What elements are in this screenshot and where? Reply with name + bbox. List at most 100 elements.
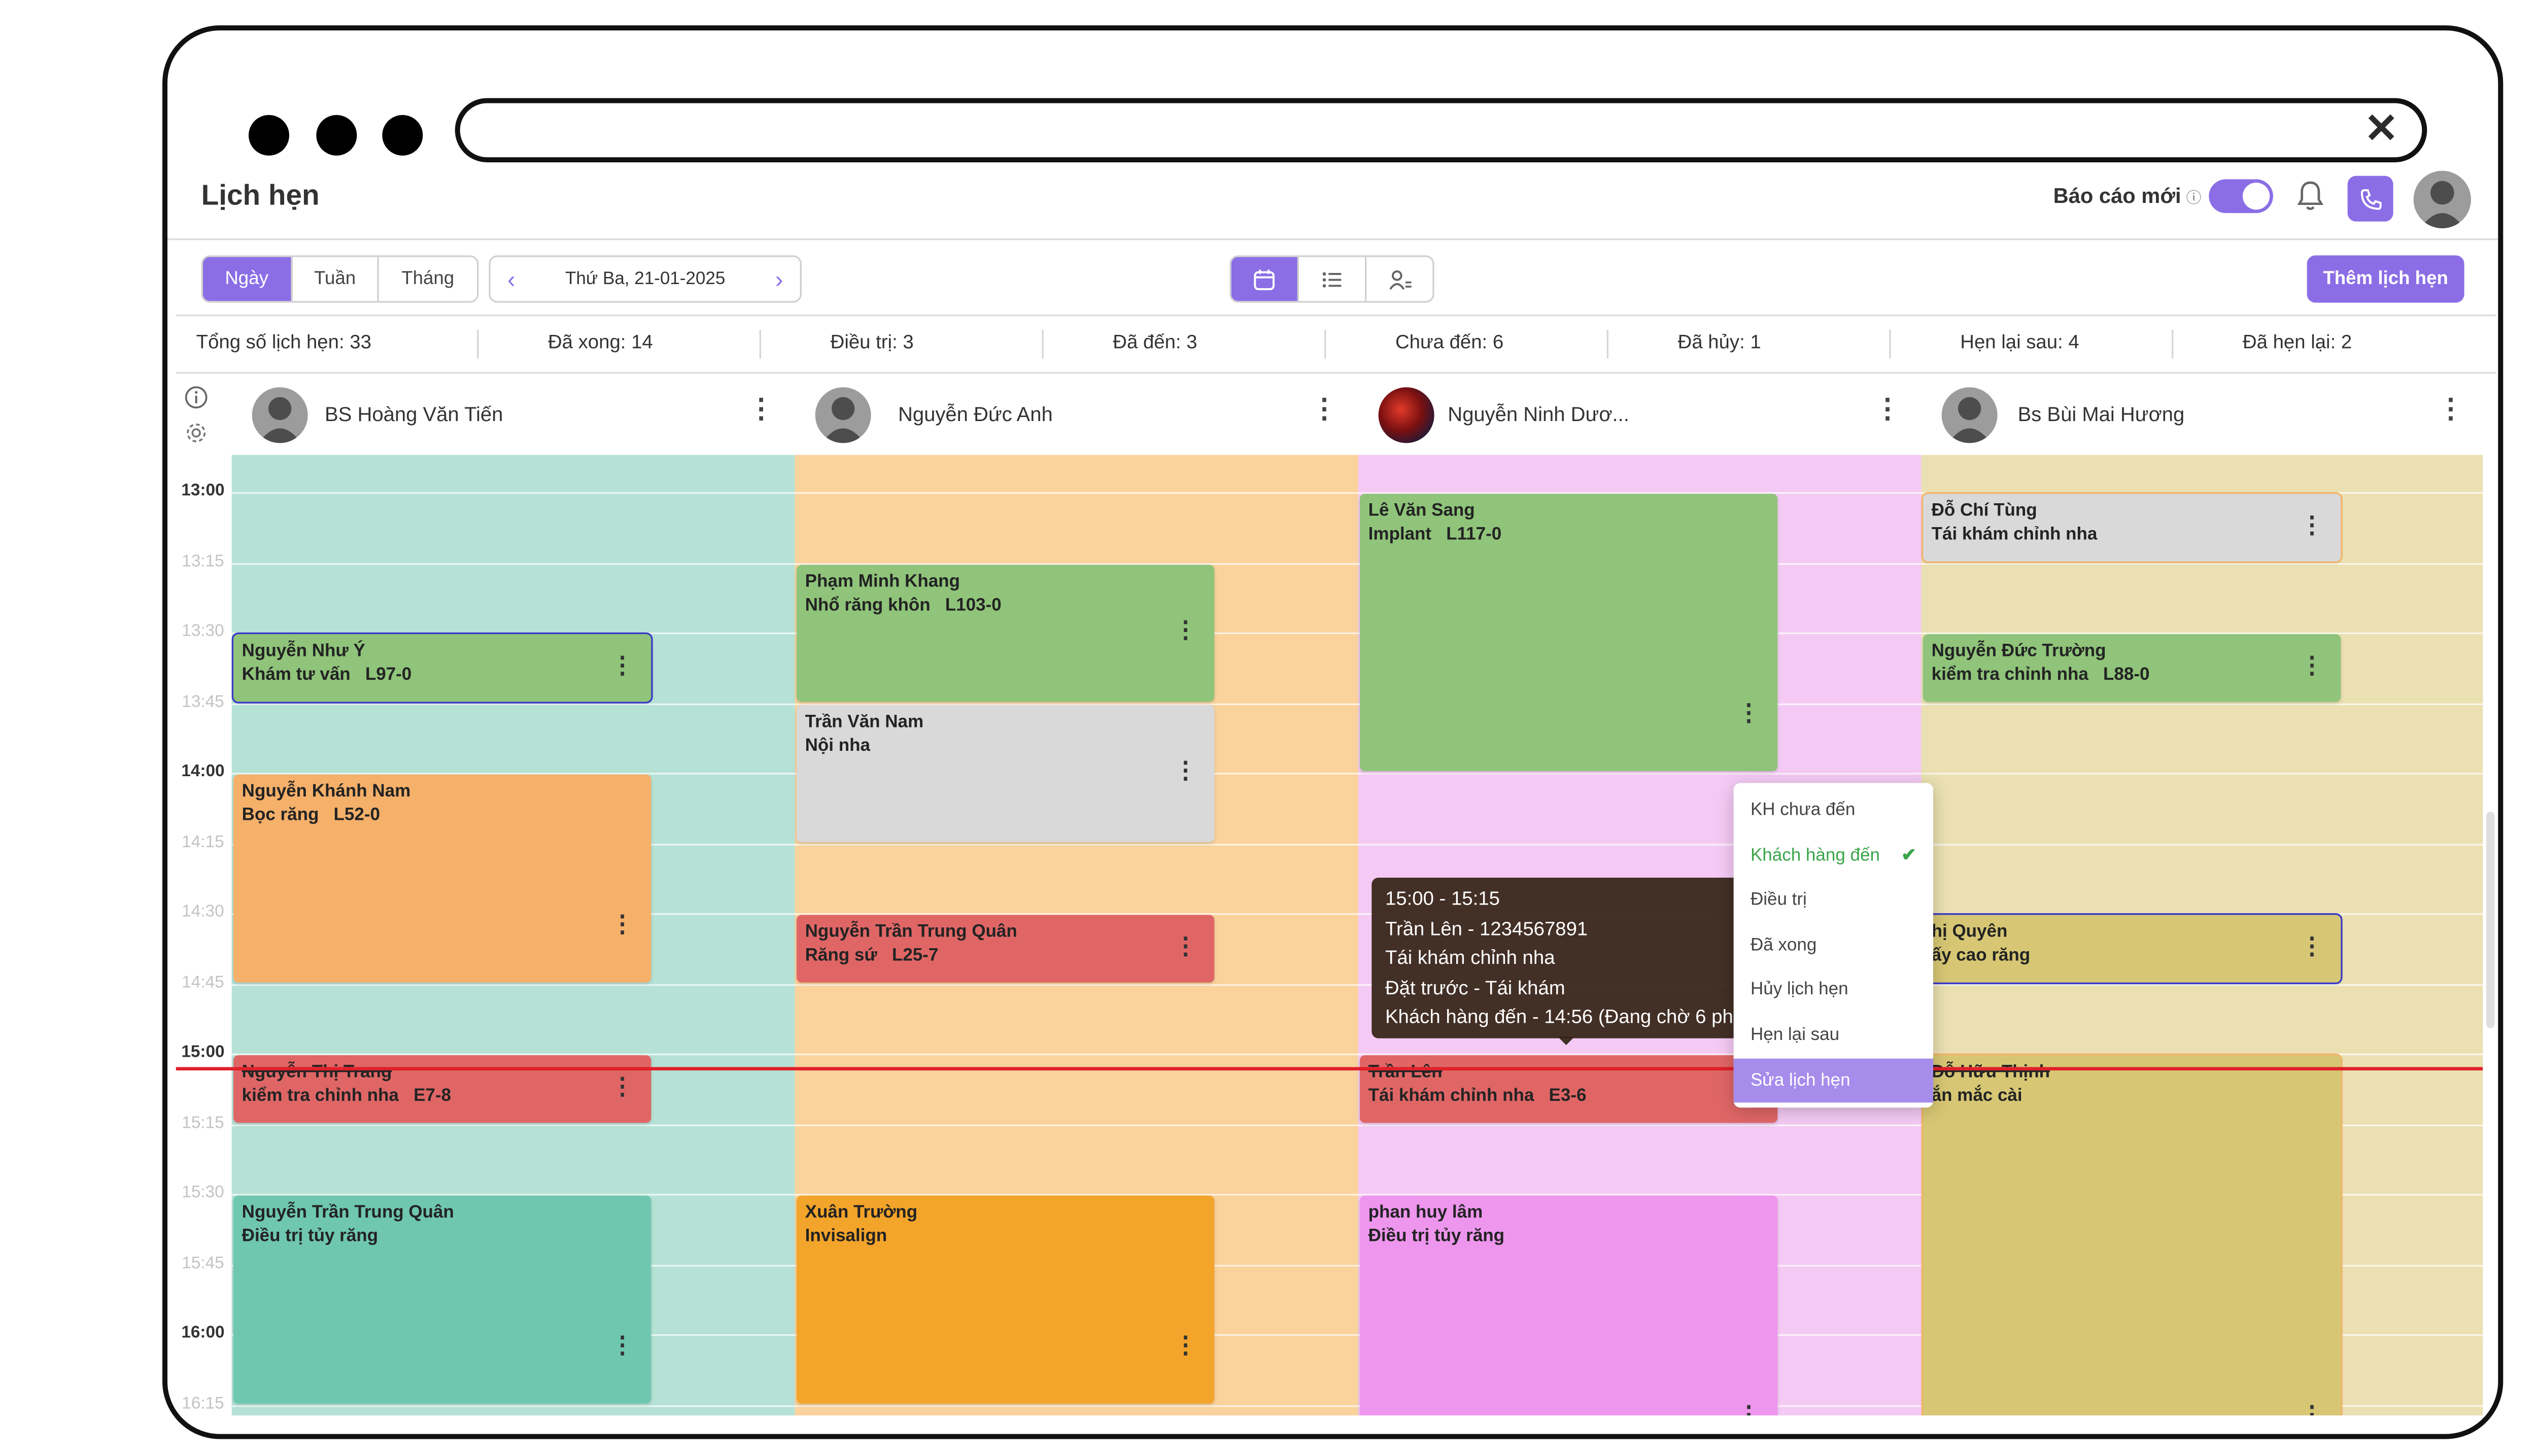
stat-item[interactable]: Hẹn lại sau: 4 xyxy=(1960,333,2079,354)
appointment-card[interactable]: hị Quyên ấy cao răng ⋮ xyxy=(1921,913,2343,984)
stat-item[interactable]: Đã đến: 3 xyxy=(1113,333,1197,354)
doctor-header: Bs Bùi Mai Hương ⋮ xyxy=(1922,374,2485,455)
status-menu-label: KH chưa đến xyxy=(1750,800,1856,820)
doctor-avatar xyxy=(815,387,871,443)
time-label: 14:00 xyxy=(181,762,225,781)
tab-day[interactable]: Ngày xyxy=(202,257,292,301)
more-options-icon[interactable]: ⋮ xyxy=(2300,510,2324,538)
list-icon xyxy=(1322,271,1342,287)
appointment-card[interactable]: Nguyễn Trần Trung Quân Răng sứ L25-7 ⋮ xyxy=(796,915,1215,982)
appointment-card[interactable]: Phạm Minh Khang Nhổ răng khôn L103-0 ⋮ xyxy=(796,564,1215,701)
user-avatar[interactable] xyxy=(2413,170,2471,228)
appointment-card[interactable]: Trần Văn Nam Nội nha ⋮ xyxy=(796,704,1215,842)
appointment-card[interactable]: Lê Văn Sang Implant L117-0 ⋮ xyxy=(1359,494,1778,771)
phone-button[interactable] xyxy=(2347,176,2393,222)
stat-item[interactable]: Đã xong: 14 xyxy=(547,333,653,354)
tooltip-booking: Đặt trước - Tái khám xyxy=(1385,978,1565,999)
status-menu: KH chưa đến Khách hàng đến ✔ Điều trị Đã xon… xyxy=(1733,783,1933,1108)
more-options-icon[interactable]: ⋮ xyxy=(610,1330,634,1357)
appointment-card[interactable]: Đỗ Chí Tùng Tái khám chỉnh nha ⋮ xyxy=(1921,492,2343,563)
time-label: 15:45 xyxy=(182,1254,224,1273)
more-options-icon[interactable]: ⋮ xyxy=(610,650,634,678)
time-label: 15:00 xyxy=(181,1043,225,1062)
appointment-patient: Đỗ Hữu Thịnh xyxy=(1931,1062,2050,1083)
grid-settings xyxy=(184,386,208,453)
status-menu-item[interactable]: Đã xong xyxy=(1734,923,1933,968)
info-icon[interactable] xyxy=(184,386,208,409)
time-label: 16:15 xyxy=(182,1394,224,1413)
appointment-patient: hị Quyên xyxy=(1931,921,2008,942)
more-options-icon[interactable]: ⋮ xyxy=(610,909,634,936)
more-options-icon[interactable]: ⋮ xyxy=(1737,1400,1761,1415)
calendar-view-button[interactable] xyxy=(1231,257,1299,301)
more-options-icon[interactable]: ⋮ xyxy=(1311,395,1338,425)
appointment-card[interactable]: Nguyễn Như Ý Khám tư vấn L97-0 ⋮ xyxy=(231,632,653,703)
appointment-service: Tái khám chỉnh nha xyxy=(1931,524,2098,545)
doctor-view-button[interactable] xyxy=(1366,257,1432,301)
status-menu-label: Hủy lịch hẹn xyxy=(1750,980,1848,1000)
add-appointment-button[interactable]: Thêm lịch hẹn xyxy=(2307,255,2464,303)
status-menu-item[interactable]: KH chưa đến xyxy=(1734,788,1933,833)
more-options-icon[interactable]: ⋮ xyxy=(610,1071,634,1099)
status-menu-label: Khách hàng đến xyxy=(1750,845,1880,865)
stat-item[interactable]: Tổng số lịch hẹn: 33 xyxy=(196,333,371,354)
more-options-icon[interactable]: ⋮ xyxy=(1737,698,1761,725)
status-menu-item[interactable]: Hủy lịch hẹn xyxy=(1734,968,1933,1013)
stat-item[interactable]: Đã hủy: 1 xyxy=(1677,333,1761,354)
bell-icon[interactable] xyxy=(2295,179,2325,213)
gear-icon[interactable] xyxy=(184,421,208,445)
scrollbar[interactable] xyxy=(2486,811,2495,1028)
appointment-card[interactable]: phan huy lâm Điều trị tủy răng ⋮ xyxy=(1359,1195,1778,1415)
appointment-patient: Nguyễn Như Ý xyxy=(242,641,365,662)
status-menu-item[interactable]: Sửa lịch hẹn xyxy=(1733,1058,1933,1103)
appointment-card[interactable]: Xuân Trường Invisalign ⋮ xyxy=(796,1195,1215,1403)
more-options-icon[interactable]: ⋮ xyxy=(747,395,775,425)
status-menu-label: Hẹn lại sau xyxy=(1750,1024,1840,1045)
more-options-icon[interactable]: ⋮ xyxy=(2300,1400,2324,1415)
appointment-patient: Lê Văn Sang xyxy=(1368,500,1475,521)
tab-month[interactable]: Tháng xyxy=(401,268,455,289)
appointment-patient: Nguyễn Trần Trung Quân xyxy=(242,1202,454,1223)
window-dot-icon[interactable] xyxy=(382,115,423,156)
chevron-right-icon[interactable]: › xyxy=(775,265,783,293)
stat-item[interactable]: Chưa đến: 6 xyxy=(1395,333,1504,354)
status-menu-item[interactable]: Khách hàng đến ✔ xyxy=(1734,833,1933,878)
more-options-icon[interactable]: ⋮ xyxy=(1174,615,1197,643)
appointment-card[interactable]: Nguyễn Đức Trường kiểm tra chỉnh nha L88-… xyxy=(1923,634,2341,701)
appointment-service: Nội nha xyxy=(805,735,870,755)
more-options-icon[interactable]: ⋮ xyxy=(2300,931,2324,959)
doctor-header: Nguyễn Ninh Dươ... ⋮ xyxy=(1358,374,1922,455)
more-options-icon[interactable]: ⋮ xyxy=(1174,931,1197,959)
appointment-patient: phan huy lâm xyxy=(1368,1202,1483,1223)
more-options-icon[interactable]: ⋮ xyxy=(2437,395,2464,425)
tooltip-status: Khách hàng đến - 14:56 (Đang chờ 6 phút) xyxy=(1385,1008,1740,1028)
list-view-button[interactable] xyxy=(1299,257,1367,301)
appointment-service: ắn mắc cài xyxy=(1931,1085,2022,1106)
appointment-service: ấy cao răng xyxy=(1931,945,2031,966)
close-icon[interactable]: ✕ xyxy=(2364,106,2398,152)
window-dot-icon[interactable] xyxy=(316,115,357,156)
more-options-icon[interactable]: ⋮ xyxy=(2300,650,2324,678)
appointment-card[interactable]: Nguyễn Thị Trang kiểm tra chỉnh nha E7-8 ⋮ xyxy=(233,1055,652,1122)
date-picker[interactable]: ‹ Thứ Ba, 21-01-2025 › xyxy=(489,255,802,303)
stat-item[interactable]: Điều trị: 3 xyxy=(830,333,914,354)
tab-week[interactable]: Tuần xyxy=(292,257,380,301)
more-options-icon[interactable]: ⋮ xyxy=(1174,1330,1197,1357)
chevron-left-icon[interactable]: ‹ xyxy=(507,265,516,293)
status-menu-item[interactable]: Điều trị xyxy=(1734,878,1933,923)
window-dot-icon[interactable] xyxy=(248,115,289,156)
appointment-card[interactable]: Đỗ Hữu Thịnh ắn mắc cài ⋮ xyxy=(1921,1053,2343,1415)
doctor-header: BS Hoàng Văn Tiến ⋮ xyxy=(232,374,795,455)
report-toggle[interactable] xyxy=(2209,179,2273,213)
browser-window: ✕ Lịch hẹn Báo cáo mới ⓘ Ngày Tuần Tháng … xyxy=(162,25,2504,1439)
more-options-icon[interactable]: ⋮ xyxy=(1174,755,1197,783)
time-label: 14:45 xyxy=(182,973,224,992)
status-menu-item[interactable]: Hẹn lại sau xyxy=(1734,1013,1933,1058)
appointment-patient: Xuân Trường xyxy=(805,1202,918,1223)
appointment-card[interactable]: Nguyễn Trần Trung Quân Điều trị tủy răng ⋮ xyxy=(233,1195,652,1403)
more-options-icon[interactable]: ⋮ xyxy=(1874,395,1901,425)
stat-item[interactable]: Đã hẹn lại: 2 xyxy=(2242,333,2352,354)
appointment-card[interactable]: Nguyễn Khánh Nam Bọc răng L52-0 ⋮ xyxy=(233,774,652,982)
address-bar[interactable]: ✕ xyxy=(455,98,2427,162)
